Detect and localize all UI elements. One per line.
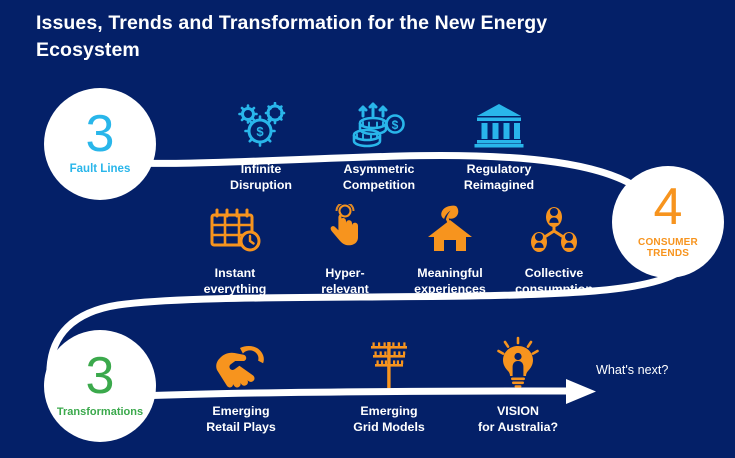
item-label: Asymmetric Competition <box>342 162 416 192</box>
badge-fault-lines-label: Fault Lines <box>69 163 131 176</box>
svg-text:$: $ <box>256 124 264 139</box>
item-regulatory-reimagined: Regulatory Reimagined <box>440 96 558 194</box>
item-label: Emerging Grid Models <box>353 404 425 434</box>
item-label: Instant everything <box>203 266 267 296</box>
item-hyper-relevant: Hyper- relevant <box>286 200 404 298</box>
coins-growth-icon: $ <box>351 96 407 148</box>
svg-text:$: $ <box>392 118 399 132</box>
badge-consumer-trends: 4 CONSUMER TRENDS <box>612 166 724 278</box>
item-collective-consumption: Collective consumption <box>495 200 613 298</box>
badge-consumer-trends-label: CONSUMER TRENDS <box>638 236 698 259</box>
item-label: Collective consumption <box>515 266 593 296</box>
item-label: Regulatory Reimagined <box>463 162 535 192</box>
lightbulb-person-icon <box>492 336 544 388</box>
badge-consumer-trends-number: 4 <box>653 178 683 237</box>
calendar-clock-icon <box>208 200 262 252</box>
government-building-icon <box>474 96 524 148</box>
badge-fault-lines: 3 Fault Lines <box>44 88 156 200</box>
page-title: Issues, Trends and Transformation for th… <box>36 12 548 61</box>
handshake-icon <box>210 336 272 388</box>
item-label: Emerging Retail Plays <box>206 404 276 434</box>
tapping-hand-icon <box>322 200 368 252</box>
power-pole-icon <box>362 336 416 388</box>
badge-transformations-label: Transformations <box>56 405 144 418</box>
item-vision-for-australia: VISION for Australia? <box>459 336 577 436</box>
gears-dollar-icon: $ <box>233 96 289 148</box>
whats-next-label: What's next? <box>596 363 669 377</box>
badge-transformations: 3 Transformations <box>44 330 156 442</box>
people-network-icon <box>528 200 580 252</box>
item-emerging-retail-plays: Emerging Retail Plays <box>182 336 300 436</box>
item-label: Infinite Disruption <box>230 162 292 192</box>
item-emerging-grid-models: Emerging Grid Models <box>330 336 448 436</box>
item-label: VISION for Australia? <box>477 404 559 434</box>
item-meaningful-experiences: Meaningful experiences <box>391 200 509 298</box>
item-instant-everything: Instant everything <box>176 200 294 298</box>
item-asymmetric-competition: $ Asymmetric Competition <box>320 96 438 194</box>
badge-fault-lines-number: 3 <box>85 104 115 163</box>
item-label: Hyper- relevant <box>321 266 369 296</box>
eco-house-icon <box>424 200 476 252</box>
item-infinite-disruption: $ Infinite Disruption <box>202 96 320 194</box>
item-label: Meaningful experiences <box>414 266 486 296</box>
badge-transformations-number: 3 <box>85 347 115 406</box>
